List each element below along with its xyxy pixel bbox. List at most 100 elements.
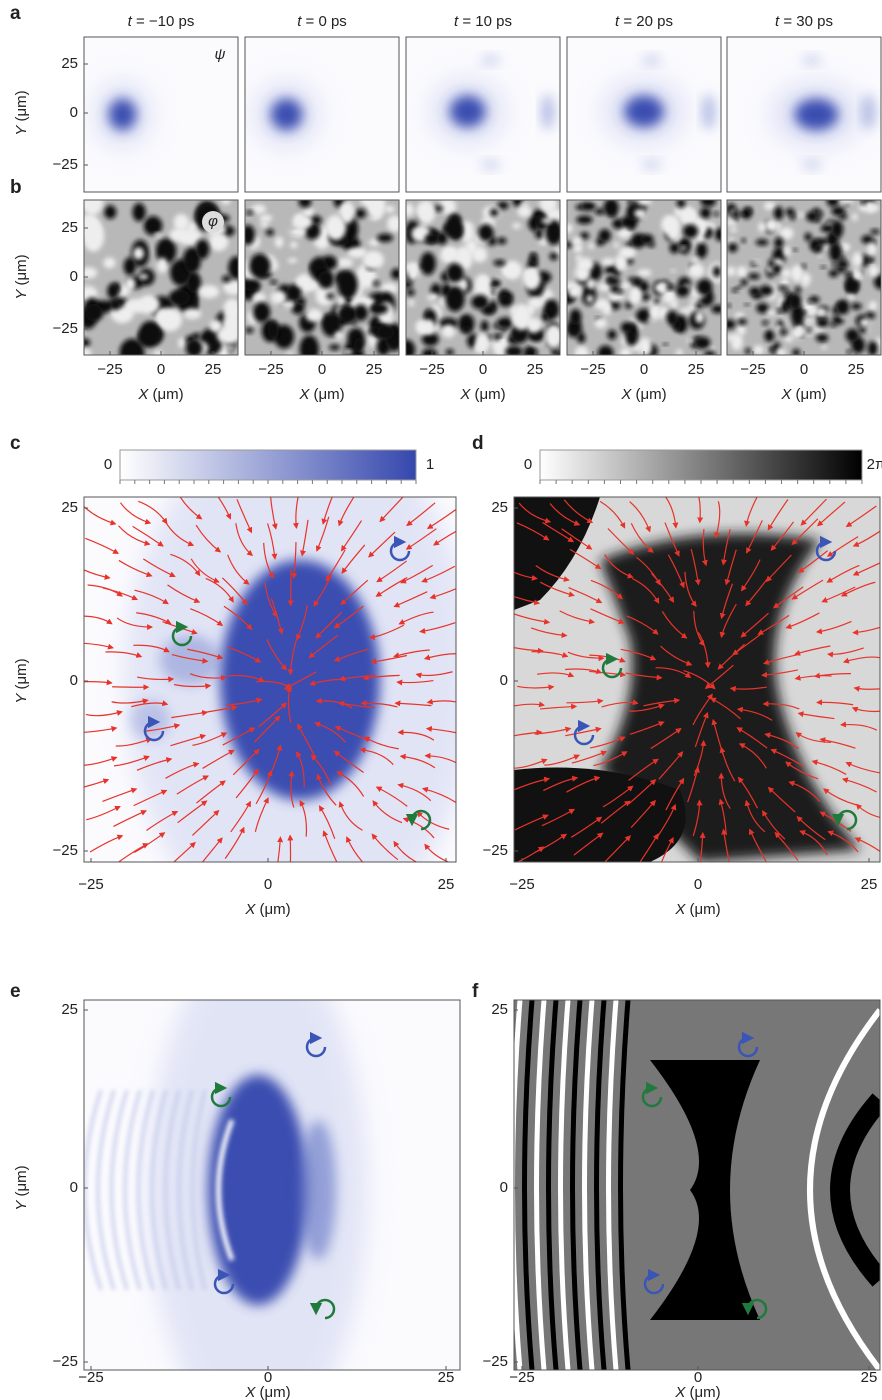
density-lobe <box>481 55 501 65</box>
phase-speckle <box>610 285 619 293</box>
density-lobe <box>802 160 822 170</box>
density-blob <box>109 99 137 131</box>
phase-speckle <box>240 280 261 291</box>
y-tick-label: 25 <box>61 219 78 236</box>
density-lobe <box>863 94 875 130</box>
phase-speckle <box>481 320 489 331</box>
phase-speckle <box>831 206 845 216</box>
phase-speckle <box>822 345 827 349</box>
phase-speckle <box>864 202 875 213</box>
phase-speckle <box>649 305 660 320</box>
phase-speckle <box>741 238 745 243</box>
phase-speckle <box>154 233 162 237</box>
phase-speckle <box>496 317 513 329</box>
phase-speckle <box>738 319 747 326</box>
phase-speckle <box>107 283 118 299</box>
phase-speckle <box>103 258 115 269</box>
phase-speckle <box>816 308 826 316</box>
phase-speckle <box>539 195 557 213</box>
phase-speckle <box>446 263 463 282</box>
phase-speckle <box>801 273 811 284</box>
phase-speckle <box>861 235 873 244</box>
phase-speckle <box>793 248 798 251</box>
x-tick-label: 0 <box>157 361 165 378</box>
phase-speckle <box>776 348 786 358</box>
phase-speckle <box>422 348 438 360</box>
phase-speckle <box>270 280 278 284</box>
phase-speckle <box>497 237 506 244</box>
phase-speckle <box>604 198 619 216</box>
phase-speckle <box>667 216 679 230</box>
phase-speckle <box>573 237 582 246</box>
x-tick-label: 25 <box>438 876 455 893</box>
phase-speckle <box>174 214 189 231</box>
phase-speckle <box>503 261 522 280</box>
phase-speckle <box>687 338 695 344</box>
phase-speckle <box>728 238 734 243</box>
image-panel <box>727 37 881 192</box>
x-tick-label: 0 <box>318 361 326 378</box>
time-value: = 0 ps <box>301 13 346 30</box>
x-axis-label: X (μm) <box>244 901 290 918</box>
phase-speckle <box>353 304 368 321</box>
phase-speckle <box>867 255 873 261</box>
phase-speckle <box>80 348 91 360</box>
phase-speckle <box>398 340 415 360</box>
phase-speckle <box>541 218 551 223</box>
y-tick-label: −25 <box>483 1353 508 1370</box>
density-lobe <box>802 55 822 65</box>
time-title: t = 30 ps <box>775 13 833 30</box>
phase-speckle <box>816 334 828 343</box>
x-tick-label: 25 <box>861 1369 878 1386</box>
density-lobe <box>642 55 662 65</box>
phase-speckle <box>612 219 623 230</box>
density-blob <box>208 1075 308 1305</box>
panel-label: e <box>10 981 21 1002</box>
y-axis-label: Y (μm) <box>13 658 30 703</box>
phase-speckle <box>286 352 293 356</box>
phase-speckle <box>564 224 573 233</box>
phase-speckle <box>780 329 787 336</box>
phase-speckle <box>615 255 628 272</box>
phase-speckle <box>730 227 737 232</box>
phase-speckle <box>804 233 811 242</box>
density-lobe <box>300 1120 336 1260</box>
phase-speckle <box>607 330 616 340</box>
phase-speckle <box>625 302 632 309</box>
phase-speckle <box>669 242 679 253</box>
y-tick-label: −25 <box>53 842 78 859</box>
phase-speckle <box>670 269 676 272</box>
x-tick-label: 0 <box>800 361 808 378</box>
phase-speckle <box>246 211 254 215</box>
phase-speckle <box>627 224 634 229</box>
density-blob <box>450 95 486 127</box>
phase-speckle <box>80 267 97 278</box>
phase-speckle <box>482 305 495 315</box>
x-axis-label: X (μm) <box>674 1384 720 1400</box>
time-title: t = 10 ps <box>454 13 512 30</box>
phase-speckle <box>859 327 867 334</box>
x-tick-label: −25 <box>419 361 444 378</box>
phase-speckle <box>746 207 752 214</box>
phase-speckle <box>420 252 436 275</box>
phase-speckle <box>801 264 806 269</box>
phase-speckle <box>280 301 294 308</box>
phase-speckle <box>338 271 358 300</box>
phase-speckle <box>789 294 802 311</box>
phase-speckle <box>587 295 594 303</box>
x-tick-label: −25 <box>78 1369 103 1386</box>
phase-speckle <box>512 304 531 330</box>
axis-unit: (μm) <box>255 901 290 918</box>
axis-unit: (μm) <box>631 386 666 403</box>
phase-speckle <box>199 285 220 298</box>
phase-speckle <box>740 279 747 286</box>
phase-speckle <box>753 260 760 263</box>
phase-speckle <box>774 237 783 248</box>
phase-speckle <box>125 277 136 290</box>
image-panel <box>567 37 721 192</box>
phase-speckle <box>814 244 822 254</box>
phase-speckle <box>226 346 234 351</box>
y-axis-label: Y (μm) <box>13 1165 30 1210</box>
phase-speckle <box>299 335 319 363</box>
phase-speckle <box>335 331 344 339</box>
